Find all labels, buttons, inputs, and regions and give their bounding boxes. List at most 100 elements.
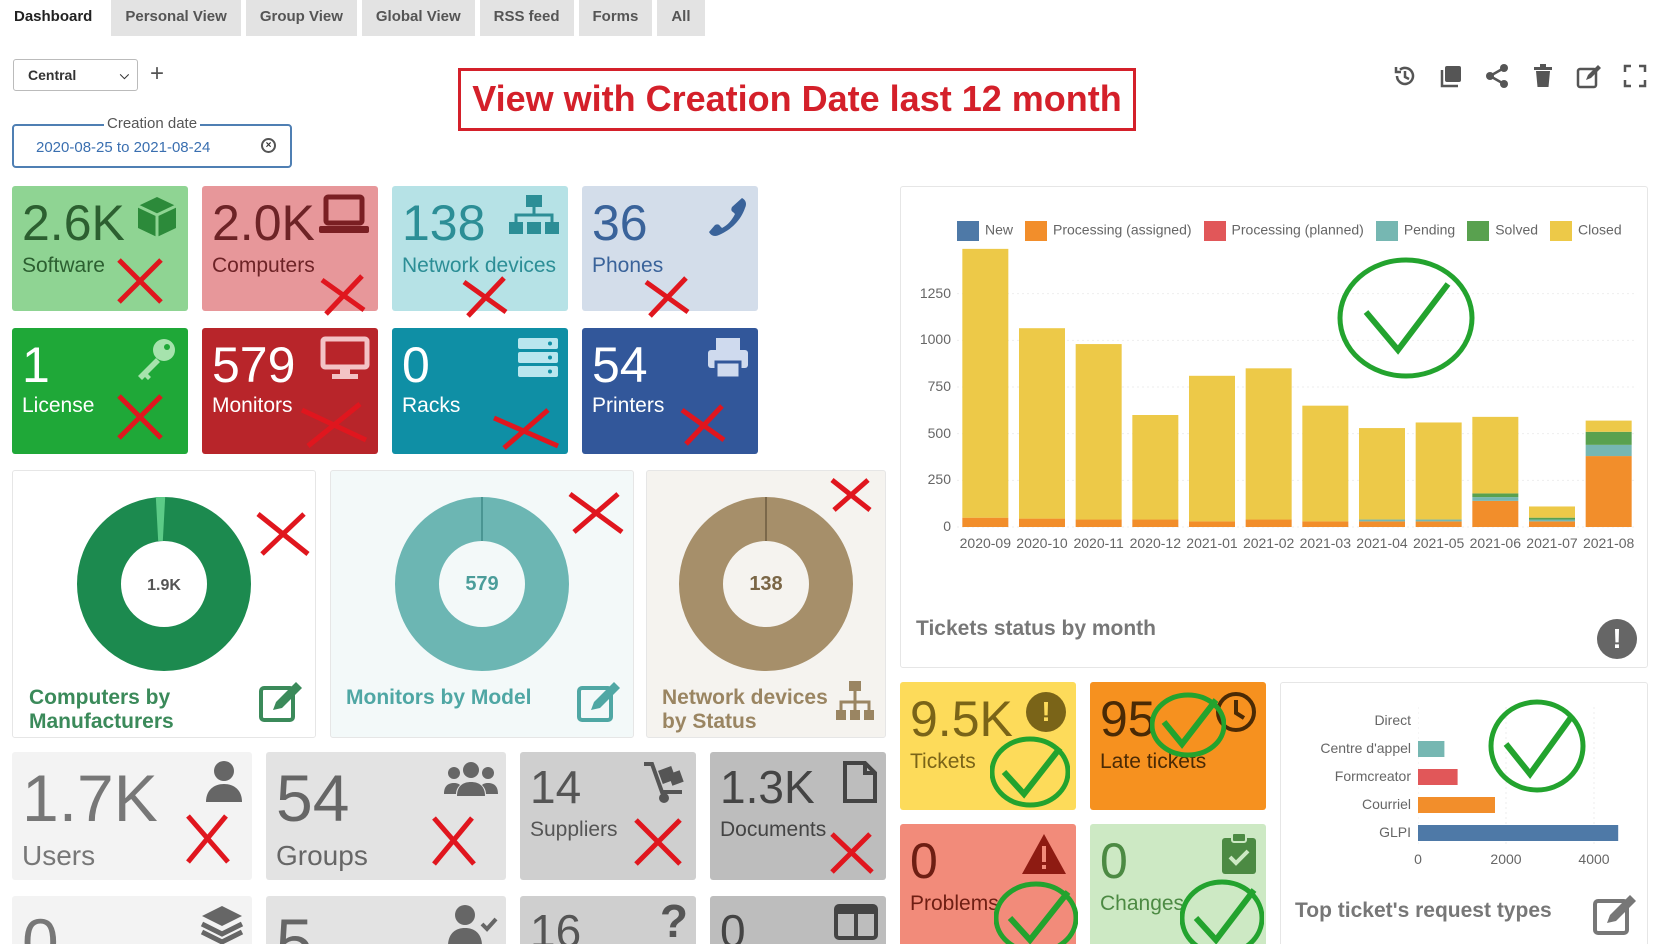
bar-segment[interactable] — [1075, 344, 1122, 520]
bar-segment[interactable] — [1415, 519, 1462, 522]
exclamation-circle-icon: ! — [1026, 692, 1066, 732]
bar-segment[interactable] — [1245, 519, 1292, 527]
bar-segment[interactable] — [1529, 517, 1575, 520]
bar[interactable] — [1418, 825, 1619, 841]
bar-segment[interactable] — [1529, 519, 1575, 522]
clear-filter-icon[interactable]: × — [261, 138, 276, 153]
edit-icon[interactable] — [577, 682, 623, 727]
late-tickets-card[interactable]: 95 Late tickets — [1090, 682, 1266, 810]
bar-segment[interactable] — [1302, 405, 1349, 522]
legend-item[interactable]: Solved — [1467, 221, 1538, 241]
share-icon[interactable] — [1483, 62, 1511, 90]
bar-segment[interactable] — [1189, 375, 1235, 522]
fullscreen-icon[interactable] — [1621, 62, 1649, 90]
racks-card[interactable]: 0 Racks — [392, 328, 568, 454]
tab-rss-feed[interactable]: RSS feed — [479, 0, 574, 36]
bar-segment[interactable] — [1472, 500, 1519, 527]
problems-card[interactable]: 0 Problems — [900, 824, 1076, 944]
printers-card[interactable]: 54 Printers — [582, 328, 758, 454]
clipboard-check-icon — [1220, 832, 1258, 881]
phones-card[interactable]: 36 Phones — [582, 186, 758, 311]
tab-forms[interactable]: Forms — [578, 0, 653, 36]
info-icon[interactable]: ! — [1597, 619, 1637, 659]
row6-card-2[interactable]: 5 — [266, 896, 506, 944]
box-icon — [134, 194, 180, 245]
annotation-banner: View with Creation Date last 12 month — [458, 68, 1136, 131]
bar-segment[interactable] — [1585, 444, 1632, 457]
bar[interactable] — [1418, 741, 1445, 757]
tickets-label: Tickets — [910, 750, 976, 773]
bar-segment[interactable] — [1245, 368, 1292, 520]
bar-segment[interactable] — [962, 248, 1009, 518]
legend-item[interactable]: Closed — [1550, 221, 1622, 241]
x-tick-label: 0 — [1414, 851, 1422, 867]
row6-card-3[interactable]: 16 ? — [520, 896, 696, 944]
trash-icon[interactable] — [1529, 62, 1557, 90]
dashboard-select[interactable]: Central ⌵ — [13, 59, 138, 91]
legend-item[interactable]: Pending — [1375, 221, 1455, 241]
bar-segment[interactable] — [1132, 415, 1179, 520]
bar-segment[interactable] — [1359, 428, 1405, 520]
bar-segment[interactable] — [1019, 328, 1065, 519]
hierarchy-icon — [835, 680, 875, 727]
tickets-card[interactable]: 9.5K Tickets ! — [900, 682, 1076, 810]
add-dashboard-plus-icon[interactable]: + — [150, 60, 165, 87]
donut-monitors: 579 — [395, 497, 569, 671]
x-tick-label: 2021-03 — [1299, 535, 1352, 551]
suppliers-card[interactable]: 14 Suppliers — [520, 752, 696, 880]
edit-icon[interactable] — [1575, 62, 1603, 90]
legend-swatch — [957, 221, 979, 241]
bar-segment[interactable] — [1529, 506, 1575, 518]
row6-card-4[interactable]: 0 — [710, 896, 886, 944]
legend-item[interactable]: New — [957, 221, 1013, 241]
bar[interactable] — [1418, 769, 1458, 785]
network-devices-card[interactable]: 138 Network devices — [392, 186, 568, 311]
bar-segment[interactable] — [1585, 456, 1632, 527]
software-card[interactable]: 2.6K Software — [12, 186, 188, 311]
tab-dashboard[interactable]: Dashboard — [0, 0, 107, 36]
bar-segment[interactable] — [1302, 521, 1349, 527]
bar-segment[interactable] — [962, 517, 1009, 527]
legend-swatch — [1203, 221, 1226, 241]
row6-card-1[interactable]: 0 — [12, 896, 252, 944]
category-label: Direct — [1374, 712, 1411, 728]
bar[interactable] — [1418, 797, 1495, 813]
bar-segment[interactable] — [1472, 497, 1519, 501]
creation-date-filter[interactable]: Creation date 2020-08-25 to 2021-08-24 × — [12, 115, 292, 168]
legend-item[interactable]: Processing (planned) — [1203, 221, 1364, 241]
bar-segment[interactable] — [1472, 493, 1519, 498]
bar-segment[interactable] — [1415, 521, 1462, 527]
bar-segment[interactable] — [1415, 422, 1462, 520]
bar-segment[interactable] — [1019, 518, 1065, 527]
legend-item[interactable]: Processing (assigned) — [1025, 221, 1192, 241]
donut-center-value: 1.9K — [147, 577, 181, 594]
monitors-card[interactable]: 579 Monitors — [202, 328, 378, 454]
license-card[interactable]: 1 License — [12, 328, 188, 454]
bar-segment[interactable] — [1529, 521, 1575, 527]
network-devices-label: Network devices — [402, 254, 557, 277]
bar-segment[interactable] — [1075, 519, 1122, 527]
bar-segment[interactable] — [1132, 519, 1179, 527]
changes-count: 0 — [1100, 833, 1128, 889]
bar-segment[interactable] — [1189, 521, 1235, 527]
tab-all[interactable]: All — [657, 0, 705, 36]
tab-group-view[interactable]: Group View — [245, 0, 357, 36]
bar-segment[interactable] — [1359, 519, 1405, 522]
laptop-icon — [318, 194, 370, 241]
bar-segment[interactable] — [1585, 420, 1632, 432]
edit-icon[interactable] — [1593, 895, 1639, 940]
changes-label: Changes — [1100, 892, 1185, 915]
tab-personal-view[interactable]: Personal View — [111, 0, 241, 36]
donut-center-value: 138 — [749, 573, 782, 595]
tab-global-view[interactable]: Global View — [361, 0, 475, 36]
groups-card[interactable]: 54 Groups — [266, 752, 506, 880]
clone-icon[interactable] — [1437, 62, 1465, 90]
bar-segment[interactable] — [1585, 431, 1632, 445]
users-card[interactable]: 1.7K Users — [12, 752, 252, 880]
history-icon[interactable] — [1391, 62, 1419, 90]
edit-icon[interactable] — [259, 682, 305, 727]
category-label: GLPI — [1379, 824, 1411, 840]
bar-segment[interactable] — [1359, 521, 1405, 527]
bar-segment[interactable] — [1472, 416, 1519, 494]
